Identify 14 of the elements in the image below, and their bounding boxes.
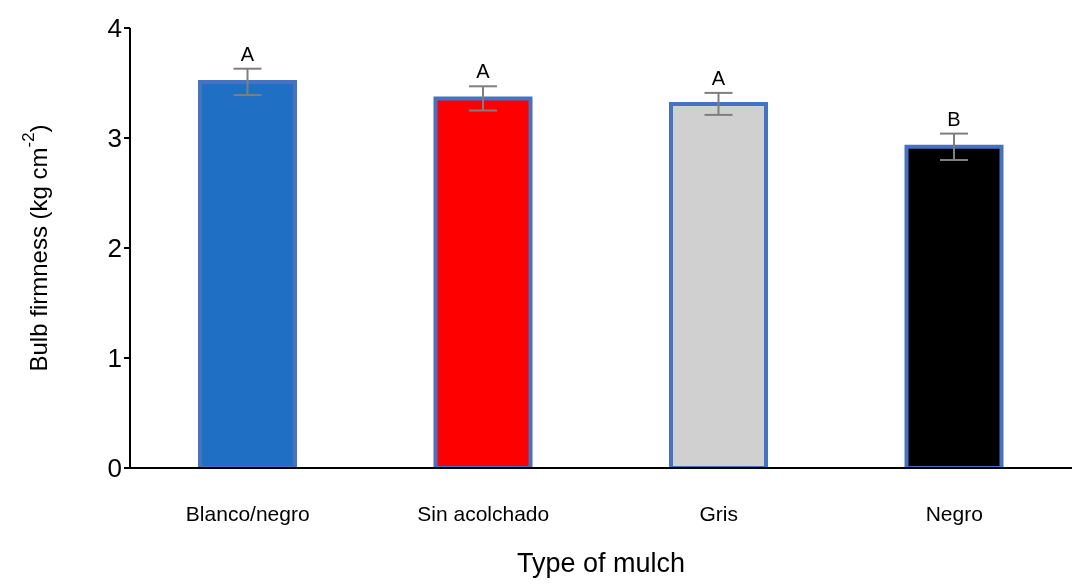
y-tick-label: 3: [107, 123, 122, 154]
x-tick-label: Sin acolchado: [417, 501, 550, 525]
y-tick-label: 4: [107, 13, 122, 44]
x-tick-label: Blanco/negro: [185, 501, 310, 525]
annotation: A: [476, 60, 491, 83]
x-axis-title: Type of mulch: [516, 548, 686, 578]
annotation: B: [947, 107, 961, 130]
y-tick-label: 2: [107, 233, 122, 264]
y-tick-label: 0: [107, 453, 122, 484]
y-tick-label: 1: [107, 343, 122, 374]
x-tick-label: Negro: [925, 501, 983, 525]
annotation: A: [711, 66, 726, 89]
x-tick-label: Gris: [699, 501, 738, 525]
annotation: A: [240, 42, 255, 65]
